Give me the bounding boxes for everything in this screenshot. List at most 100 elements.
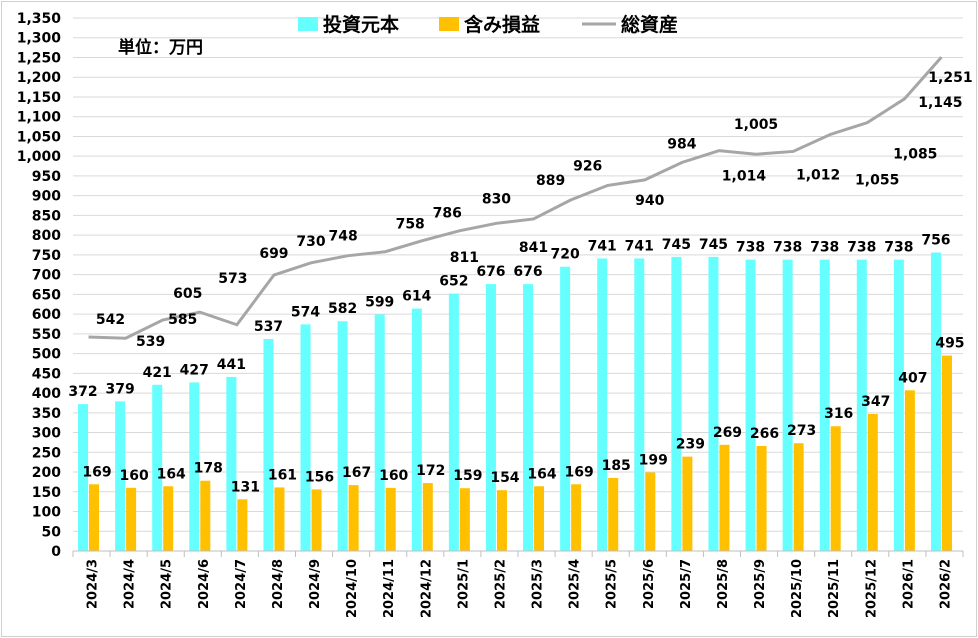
principal-bar xyxy=(485,284,496,551)
x-tick-label: 2025/8 xyxy=(716,559,731,609)
gain-bar xyxy=(793,443,804,551)
total-label: 786 xyxy=(433,206,462,222)
total-label: 1,005 xyxy=(734,117,778,133)
y-tick-label: 450 xyxy=(32,366,61,382)
principal-bar xyxy=(671,256,682,551)
y-tick-label: 150 xyxy=(32,485,61,501)
x-tick-label: 2024/8 xyxy=(271,559,286,609)
y-tick-label: 200 xyxy=(32,465,61,481)
total-label: 889 xyxy=(536,173,565,189)
gain-bar xyxy=(756,445,767,551)
gain-bar xyxy=(200,480,211,551)
y-tick-label: 1,050 xyxy=(17,129,62,145)
total-label: 585 xyxy=(168,312,197,328)
y-tick-label: 600 xyxy=(32,307,61,323)
gain-bar xyxy=(348,485,359,551)
gain-bar xyxy=(941,355,952,551)
x-tick-label: 2025/11 xyxy=(827,559,842,618)
gain-bar xyxy=(89,484,100,551)
x-tick-label: 2024/12 xyxy=(419,559,434,618)
y-tick-label: 700 xyxy=(32,268,61,284)
principal-label: 738 xyxy=(773,240,802,256)
gain-bar xyxy=(274,487,285,551)
principal-label: 738 xyxy=(884,240,913,256)
principal-bar xyxy=(745,259,756,551)
x-tick-label: 2025/3 xyxy=(531,559,546,609)
gain-bar xyxy=(830,426,841,551)
gain-bar xyxy=(534,486,545,551)
principal-label: 427 xyxy=(180,362,209,378)
gain-label: 269 xyxy=(713,425,742,441)
y-tick-label: 500 xyxy=(32,347,61,363)
total-label: 926 xyxy=(573,158,602,174)
gain-label: 160 xyxy=(379,468,408,484)
principal-bar xyxy=(115,401,126,551)
principal-bar xyxy=(930,252,941,551)
gain-label: 131 xyxy=(231,479,260,495)
principal-label: 599 xyxy=(365,295,394,311)
legend-label: 含み損益 xyxy=(464,13,540,36)
y-tick-label: 50 xyxy=(42,524,62,540)
principal-label: 614 xyxy=(402,289,431,305)
principal-label: 421 xyxy=(143,365,172,381)
gain-bar xyxy=(608,477,619,551)
gain-label: 169 xyxy=(565,464,594,480)
total-label: 984 xyxy=(667,137,696,153)
gain-bar xyxy=(385,487,396,551)
principal-label: 745 xyxy=(662,237,691,253)
total-label: 605 xyxy=(173,286,202,302)
y-tick-label: 100 xyxy=(32,505,61,521)
principal-bar xyxy=(856,259,867,551)
total-label: 1,085 xyxy=(893,147,937,163)
total-label: 730 xyxy=(296,234,325,250)
gain-label: 266 xyxy=(750,426,779,442)
y-tick-label: 1,250 xyxy=(17,50,62,66)
principal-label: 652 xyxy=(439,274,468,290)
gain-bar xyxy=(904,390,915,551)
legend-swatch-principal xyxy=(298,17,318,31)
gain-label: 154 xyxy=(490,470,519,486)
gain-bar xyxy=(459,488,470,551)
principal-bar xyxy=(819,259,830,551)
gain-label: 185 xyxy=(602,458,631,474)
gain-label: 156 xyxy=(305,469,334,485)
principal-bar xyxy=(337,321,348,551)
x-tick-label: 2026/1 xyxy=(901,559,916,609)
principal-label: 676 xyxy=(476,264,505,280)
x-tick-label: 2024/9 xyxy=(308,559,323,609)
x-tick-label: 2024/10 xyxy=(345,559,360,618)
principal-bar xyxy=(300,324,311,551)
y-tick-label: 350 xyxy=(32,406,61,422)
x-tick-label: 2024/11 xyxy=(382,559,397,618)
gain-label: 161 xyxy=(268,467,297,483)
total-label: 940 xyxy=(635,193,664,209)
principal-bar xyxy=(152,384,163,551)
principal-label: 582 xyxy=(328,301,357,317)
x-tick-label: 2025/2 xyxy=(493,559,508,609)
principal-label: 441 xyxy=(217,357,246,373)
principal-label: 720 xyxy=(551,247,580,263)
gain-label: 316 xyxy=(824,406,853,422)
y-tick-label: 1,000 xyxy=(17,149,62,165)
principal-label: 741 xyxy=(625,238,654,254)
total-label: 748 xyxy=(329,229,358,245)
y-tick-label: 1,150 xyxy=(17,90,62,106)
principal-bar xyxy=(78,404,89,551)
total-label: 542 xyxy=(96,312,125,328)
principal-bar xyxy=(263,338,274,551)
x-tick-label: 2025/10 xyxy=(790,559,805,618)
gain-label: 167 xyxy=(342,465,371,481)
x-tick-label: 2026/2 xyxy=(938,559,953,609)
legend: 投資元本 含み損益 総資産 xyxy=(298,13,678,36)
gain-label: 178 xyxy=(194,461,223,477)
gain-bar xyxy=(237,499,248,551)
x-tick-label: 2025/7 xyxy=(679,559,694,609)
total-label: 1,251 xyxy=(928,70,972,86)
x-tick-label: 2024/3 xyxy=(86,559,101,609)
x-tick-label: 2025/5 xyxy=(605,559,620,609)
total-label: 699 xyxy=(259,246,288,262)
gain-label: 169 xyxy=(82,464,111,480)
principal-bar xyxy=(523,284,534,551)
y-tick-label: 650 xyxy=(32,287,61,303)
